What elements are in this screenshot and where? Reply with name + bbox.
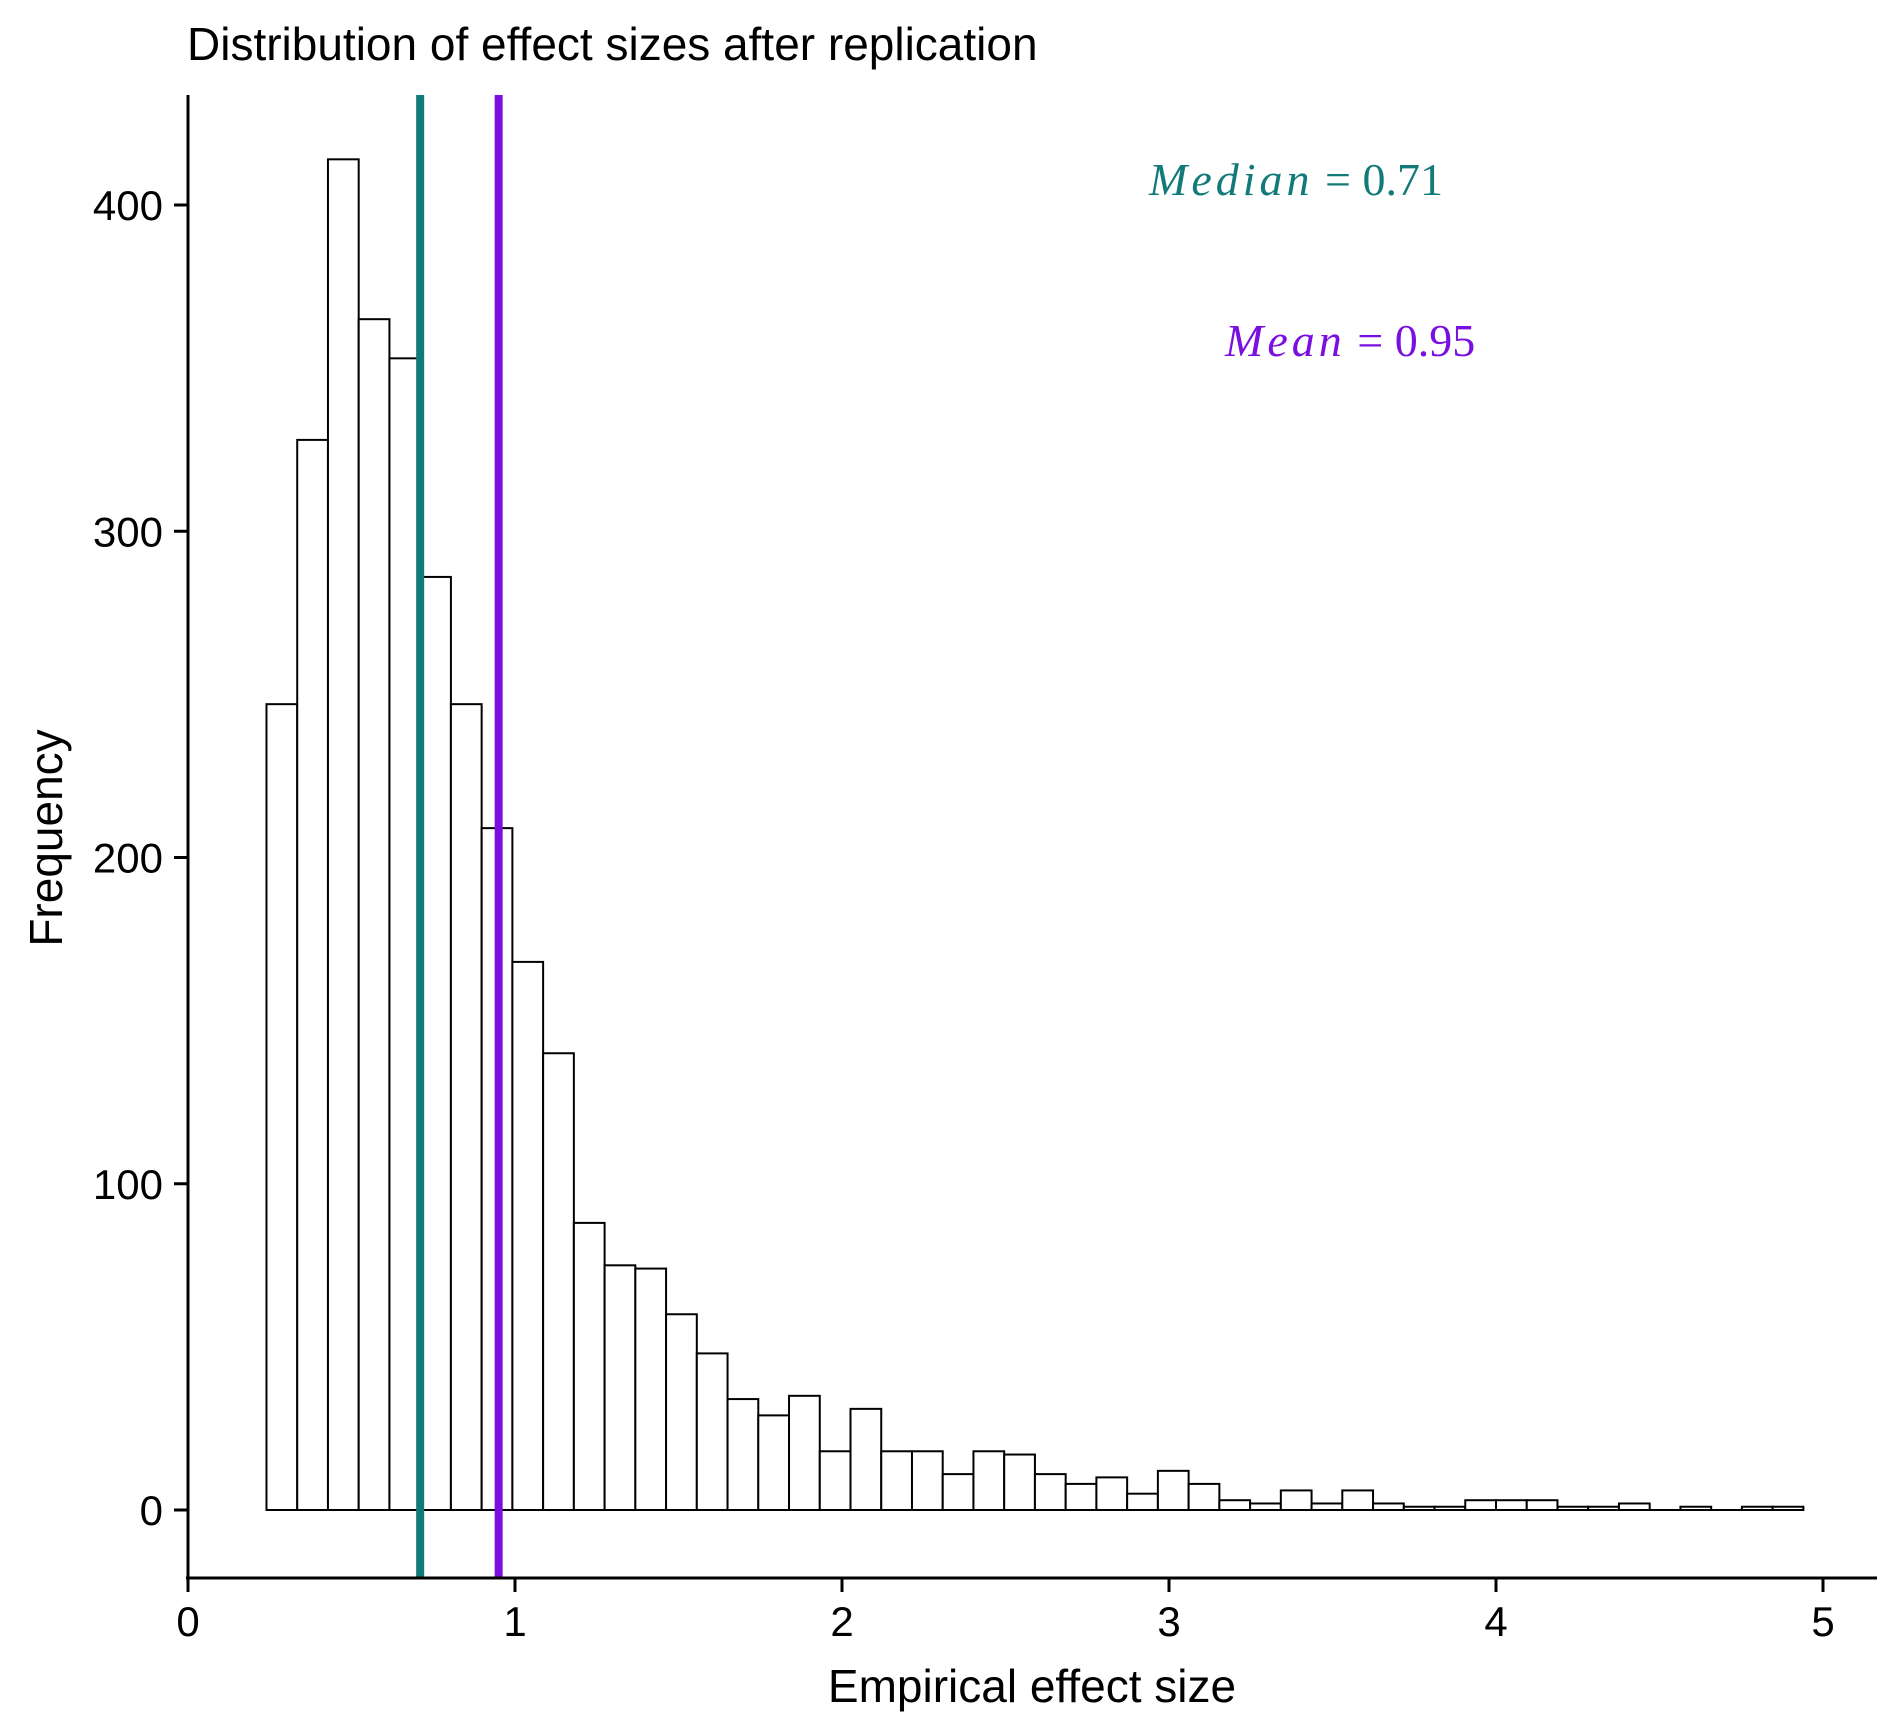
- mean-annotation-value: = 0.95: [1346, 315, 1475, 366]
- histogram-bar: [1187, 1482, 1221, 1512]
- histogram-bar: [757, 1414, 791, 1511]
- histogram-bar: [419, 575, 452, 1511]
- y-tick-label: 300: [93, 508, 163, 555]
- histogram-bar: [1279, 1489, 1313, 1512]
- histogram-bar: [1372, 1502, 1405, 1511]
- histogram-bar: [788, 1394, 821, 1511]
- histogram-bar: [1095, 1476, 1129, 1511]
- y-axis-ticks: 0 100 200 300 400: [93, 182, 188, 1534]
- histogram-bar: [910, 1450, 944, 1512]
- x-axis-label: Empirical effect size: [828, 1660, 1236, 1712]
- x-axis-ticks: 0 1 2 3 4 5: [176, 1578, 1835, 1645]
- histogram-bar: [1064, 1482, 1098, 1512]
- y-tick-label: 0: [140, 1487, 163, 1534]
- mean-annotation-label: Mean: [1224, 315, 1346, 366]
- histogram-bar: [1310, 1502, 1344, 1511]
- histogram-bar: [726, 1398, 760, 1511]
- histogram-bar: [1249, 1502, 1282, 1511]
- chart-title: Distribution of effect sizes after repli…: [187, 18, 1038, 70]
- histogram-bar: [1433, 1505, 1467, 1512]
- histogram-bar: [1126, 1492, 1159, 1511]
- histogram-bar: [449, 703, 483, 1511]
- x-tick-label: 3: [1157, 1598, 1180, 1645]
- y-tick-label: 100: [93, 1161, 163, 1208]
- histogram-bar: [849, 1407, 883, 1512]
- median-annotation: Median = 0.71: [1148, 154, 1443, 205]
- histogram-bar: [1556, 1505, 1590, 1512]
- histogram-bar: [603, 1264, 637, 1511]
- histogram-bar: [296, 438, 329, 1511]
- x-tick-label: 5: [1811, 1598, 1834, 1645]
- histogram-bar: [1495, 1499, 1528, 1512]
- histogram-bar: [1033, 1473, 1067, 1512]
- histogram-bar: [1218, 1499, 1252, 1512]
- histogram-bar: [880, 1450, 913, 1512]
- histogram-bar: [1740, 1505, 1774, 1512]
- x-tick-label: 0: [176, 1598, 199, 1645]
- median-annotation-label: Median: [1148, 154, 1314, 205]
- histogram-bar: [665, 1313, 698, 1511]
- bars-group: [265, 158, 1805, 1512]
- reference-lines-group: [416, 95, 503, 1578]
- histogram-bar: [1771, 1505, 1805, 1512]
- histogram-bar: [542, 1052, 575, 1511]
- histogram-bar: [572, 1221, 606, 1512]
- histogram-bar: [972, 1450, 1006, 1512]
- y-tick-label: 400: [93, 182, 163, 229]
- histogram-bar: [326, 158, 360, 1512]
- histogram-bar: [1525, 1499, 1559, 1512]
- histogram-bar: [1341, 1489, 1375, 1512]
- histogram-bar: [818, 1450, 852, 1512]
- histogram-bar: [695, 1352, 729, 1512]
- x-tick-label: 4: [1484, 1598, 1507, 1645]
- histogram-bar: [357, 318, 391, 1511]
- histogram-bar: [1003, 1453, 1036, 1511]
- histogram-bar: [634, 1267, 668, 1511]
- histogram-bar: [1464, 1499, 1497, 1512]
- histogram-bar: [1617, 1502, 1651, 1511]
- histogram-bar: [265, 703, 299, 1511]
- histogram-bar: [388, 357, 422, 1511]
- mean-annotation: Mean = 0.95: [1224, 315, 1475, 366]
- y-tick-label: 200: [93, 835, 163, 882]
- histogram-bar: [1679, 1505, 1713, 1512]
- histogram-bar: [511, 960, 545, 1511]
- x-tick-label: 2: [830, 1598, 853, 1645]
- x-tick-label: 1: [503, 1598, 526, 1645]
- histogram-bar: [1402, 1505, 1436, 1512]
- histogram-bar: [1156, 1469, 1190, 1511]
- y-axis-label: Frequency: [20, 729, 72, 946]
- median-annotation-value: = 0.71: [1314, 154, 1443, 205]
- histogram-bar: [1587, 1505, 1620, 1512]
- histogram-bar: [941, 1473, 975, 1512]
